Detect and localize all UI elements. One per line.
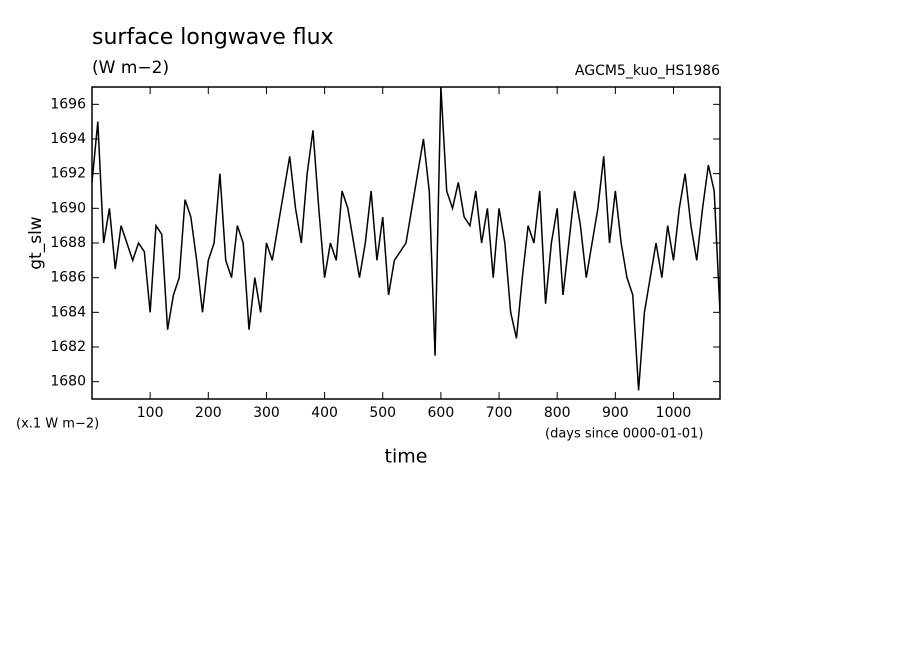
y-tick-label: 1694 bbox=[50, 131, 86, 147]
y-tick-label: 1680 bbox=[50, 374, 86, 390]
x-tick-label: 600 bbox=[428, 405, 455, 421]
data-line bbox=[92, 87, 720, 391]
y-tick-label: 1684 bbox=[50, 304, 86, 320]
y-tick-label: 1688 bbox=[50, 235, 86, 251]
y-tick-label: 1686 bbox=[50, 270, 86, 286]
chart-subtitle: (W m−2) bbox=[92, 58, 169, 78]
x-unit-note: (days since 0000-01-01) bbox=[545, 427, 703, 442]
x-tick-label: 500 bbox=[369, 405, 396, 421]
y-tick-label: 1692 bbox=[50, 166, 86, 182]
y-tick-label: 1696 bbox=[50, 96, 86, 112]
y-axis-label: gt_slw bbox=[26, 216, 46, 270]
x-tick-label: 800 bbox=[544, 405, 571, 421]
annotation: AGCM5_kuo_HS1986 bbox=[575, 63, 720, 79]
x-tick-label: 400 bbox=[311, 405, 338, 421]
y-unit-note: (x.1 W m−2) bbox=[16, 417, 99, 432]
x-tick-label: 200 bbox=[195, 405, 222, 421]
chart-title: surface longwave flux bbox=[92, 25, 334, 50]
x-tick-label: 100 bbox=[137, 405, 164, 421]
y-tick-label: 1682 bbox=[50, 339, 86, 355]
x-tick-label: 300 bbox=[253, 405, 280, 421]
x-axis-label: time bbox=[385, 446, 428, 468]
x-tick-label: 1000 bbox=[656, 405, 692, 421]
y-tick-label: 1690 bbox=[50, 200, 86, 216]
x-tick-label: 900 bbox=[602, 405, 629, 421]
x-tick-label: 700 bbox=[486, 405, 513, 421]
